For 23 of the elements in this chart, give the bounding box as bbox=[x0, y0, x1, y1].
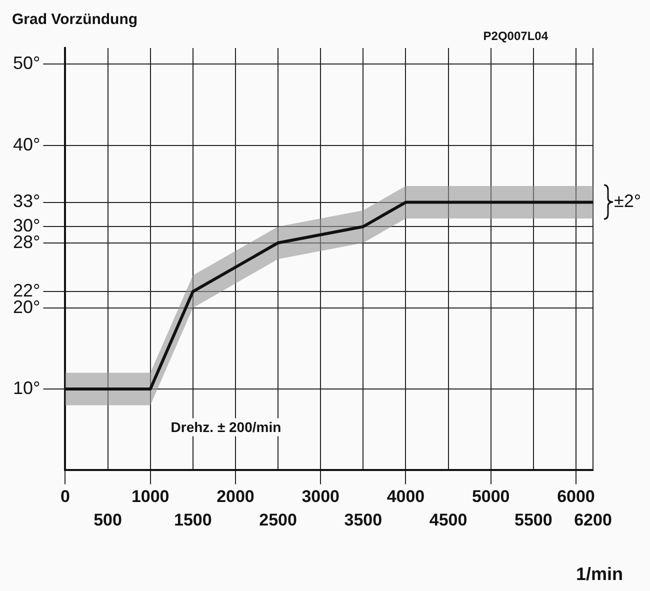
x-axis-title: 1/min bbox=[576, 564, 623, 584]
x-tick-label: 0 bbox=[60, 487, 70, 506]
x-tick-label: 2000 bbox=[216, 487, 254, 506]
annotation: ±2° bbox=[614, 191, 642, 212]
y-axis-title: Grad Vorzündung bbox=[12, 11, 138, 28]
x-tick-label: 3000 bbox=[302, 487, 340, 506]
y-tick-label: 33° bbox=[12, 191, 40, 212]
y-tick-label: 10° bbox=[12, 378, 40, 398]
x2-tick-label: 3500 bbox=[344, 510, 382, 530]
x2-tick-label: 4500 bbox=[429, 510, 468, 530]
y-tick-label: 50° bbox=[12, 53, 40, 74]
x2-tick-label: 2500 bbox=[259, 510, 297, 530]
x2-tick-label: 5500 bbox=[514, 510, 552, 530]
x-tick-label: 5000 bbox=[472, 487, 510, 506]
x-tick-label: 4000 bbox=[386, 487, 425, 506]
y-tick-label: 40° bbox=[12, 134, 40, 154]
x-tick-label: 6000 bbox=[557, 487, 595, 506]
x2-tick-label: 1500 bbox=[174, 510, 212, 530]
x2-tick-label: 500 bbox=[94, 510, 122, 530]
annotation: Drehz. ± 200/min bbox=[170, 419, 282, 436]
x-tick-label: 1000 bbox=[131, 487, 170, 506]
x2-tick-label: 6200 bbox=[574, 510, 612, 530]
text: P2Q007L04 bbox=[483, 29, 548, 43]
